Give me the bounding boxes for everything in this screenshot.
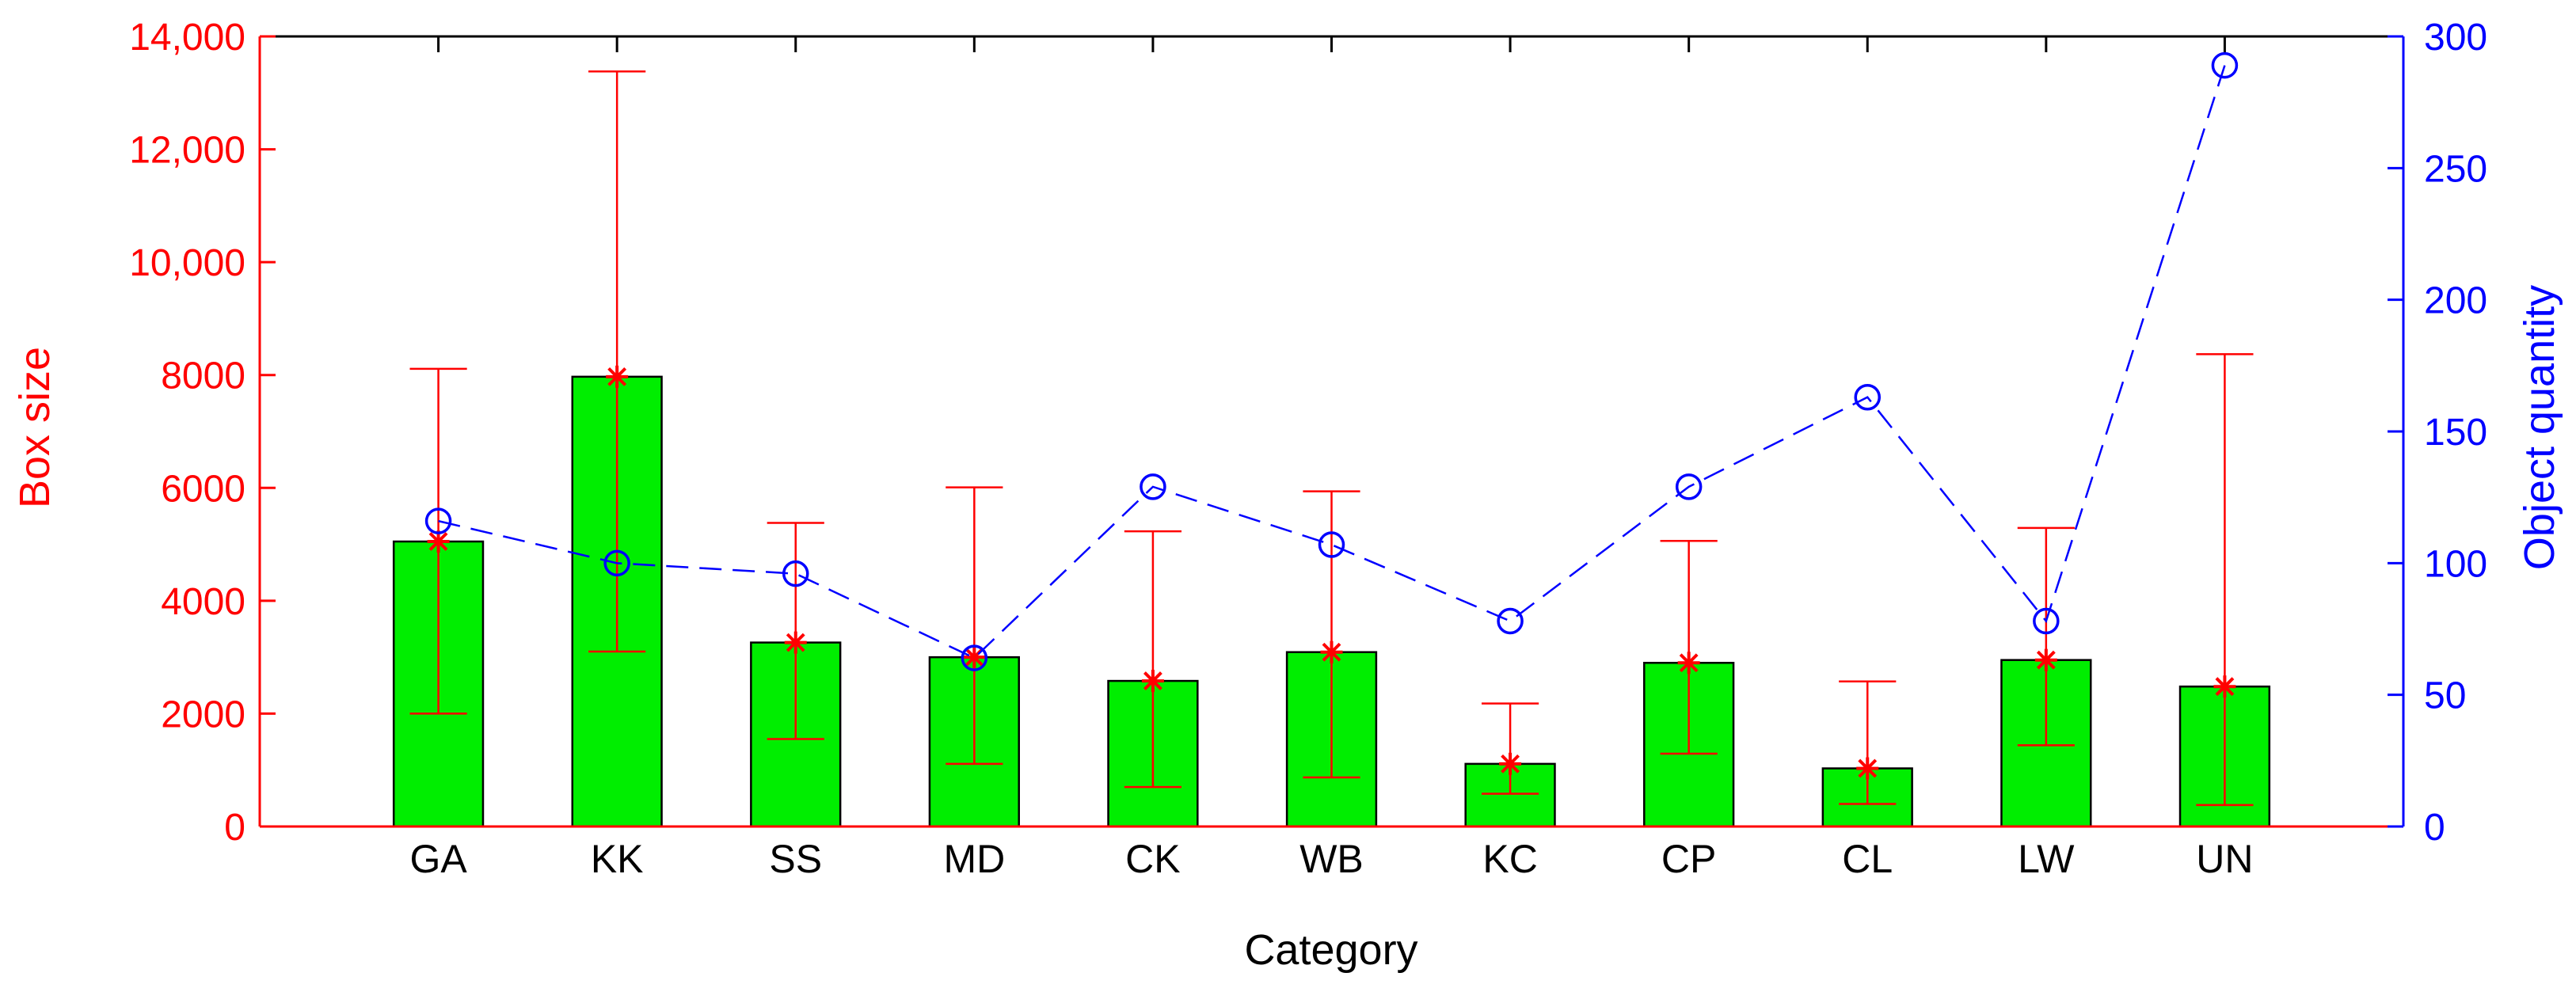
y-tick-label-right: 0: [2424, 807, 2445, 849]
quantity-point-lw: [2033, 607, 2060, 635]
quantity-point-kk: [603, 549, 630, 577]
y-tick-label-left: 14,000: [129, 17, 245, 59]
error-bar-ck: [1124, 530, 1182, 788]
quantity-point-md: [961, 644, 988, 671]
quantity-line: [424, 51, 2239, 671]
y-axis-label-left: Box size: [11, 347, 59, 508]
error-bar-kk: [588, 70, 646, 653]
y-tick-label-right: 150: [2424, 412, 2487, 454]
mean-marker: [1499, 752, 1522, 775]
quantity-point-un: [2211, 51, 2239, 79]
y-axis-label-right: Object quantity: [2516, 285, 2563, 570]
mean-marker: [1320, 640, 1343, 663]
mean-marker-d2: [786, 633, 805, 652]
quantity-point-ck: [1140, 473, 1166, 500]
mean-marker: [1856, 757, 1879, 780]
mean-marker-d2: [1679, 653, 1699, 673]
x-tick-label: CP: [1661, 837, 1716, 881]
error-bar-ss: [767, 522, 824, 740]
mean-marker-d2: [1858, 758, 1878, 778]
mean-marker: [427, 530, 450, 553]
y-tick-label-right: 300: [2424, 17, 2487, 59]
y-tick-label-left: 4000: [161, 581, 245, 623]
mean-marker-d2: [1322, 642, 1341, 662]
axes: 0 2000 4000 6000 8000 10,000 12,000 14,000 0 50 10…: [129, 17, 2487, 881]
error-bar-kc: [1481, 702, 1539, 795]
x-tick-label: GA: [409, 837, 467, 881]
mean-marker: [2213, 675, 2236, 698]
x-tick-label: WB: [1299, 837, 1364, 881]
quantity-point-cp: [1675, 473, 1703, 500]
y-tick-label-right: 100: [2424, 543, 2487, 585]
y-tick-label-left: 8000: [161, 355, 245, 397]
error-bar-wb: [1303, 490, 1360, 779]
x-tick-label: CL: [1842, 837, 1893, 881]
x-tick-label: KK: [591, 837, 644, 881]
quantity-point-ga: [424, 507, 452, 534]
mean-marker-d2: [2036, 650, 2056, 670]
quantity-point-wb: [1318, 531, 1345, 558]
mean-marker: [1141, 670, 1164, 693]
y-tick-label-left: 10,000: [129, 242, 245, 284]
x-tick-label: UN: [2196, 837, 2253, 881]
error-bar-cl: [1839, 680, 1897, 805]
x-axis-label: Category: [1244, 926, 1417, 974]
x-tick-label: CK: [1125, 837, 1180, 881]
y-tick-label-left: 12,000: [129, 130, 245, 172]
quantity-point-kc: [1497, 607, 1524, 635]
error-bar-md: [946, 486, 1003, 766]
mean-marker: [2034, 648, 2057, 671]
error-bar-cp: [1660, 540, 1718, 755]
mean-marker-d2: [1143, 671, 1162, 690]
x-tick-label: LW: [2018, 837, 2075, 881]
x-tick-label: KC: [1482, 837, 1537, 881]
mean-marker: [1677, 652, 1700, 674]
quantity-point-cl: [1854, 384, 1881, 411]
mean-marker-d2: [607, 367, 627, 386]
error-bar-lw: [2017, 526, 2075, 747]
error-bar-ga: [409, 367, 467, 715]
y-tick-label-right: 200: [2424, 280, 2487, 322]
y-tick-label-right: 250: [2424, 148, 2487, 190]
error-bar-un: [2196, 353, 2254, 807]
error-bars: [409, 70, 2254, 807]
x-tick-label: SS: [769, 837, 822, 881]
y-tick-label-left: 2000: [161, 694, 245, 735]
mean-marker: [784, 631, 807, 654]
mean-marker-d2: [2215, 677, 2235, 697]
y-tick-label-left: 6000: [161, 468, 245, 510]
mean-marker-d2: [428, 532, 448, 551]
y-tick-label-right: 50: [2424, 675, 2466, 717]
x-tick-label: MD: [943, 837, 1005, 881]
mean-marker: [606, 365, 629, 388]
y-tick-label-left: 0: [224, 807, 245, 849]
quantity-point-ss: [782, 560, 809, 587]
quantity-polyline: [438, 65, 2226, 659]
mean-marker-d2: [1501, 754, 1520, 773]
